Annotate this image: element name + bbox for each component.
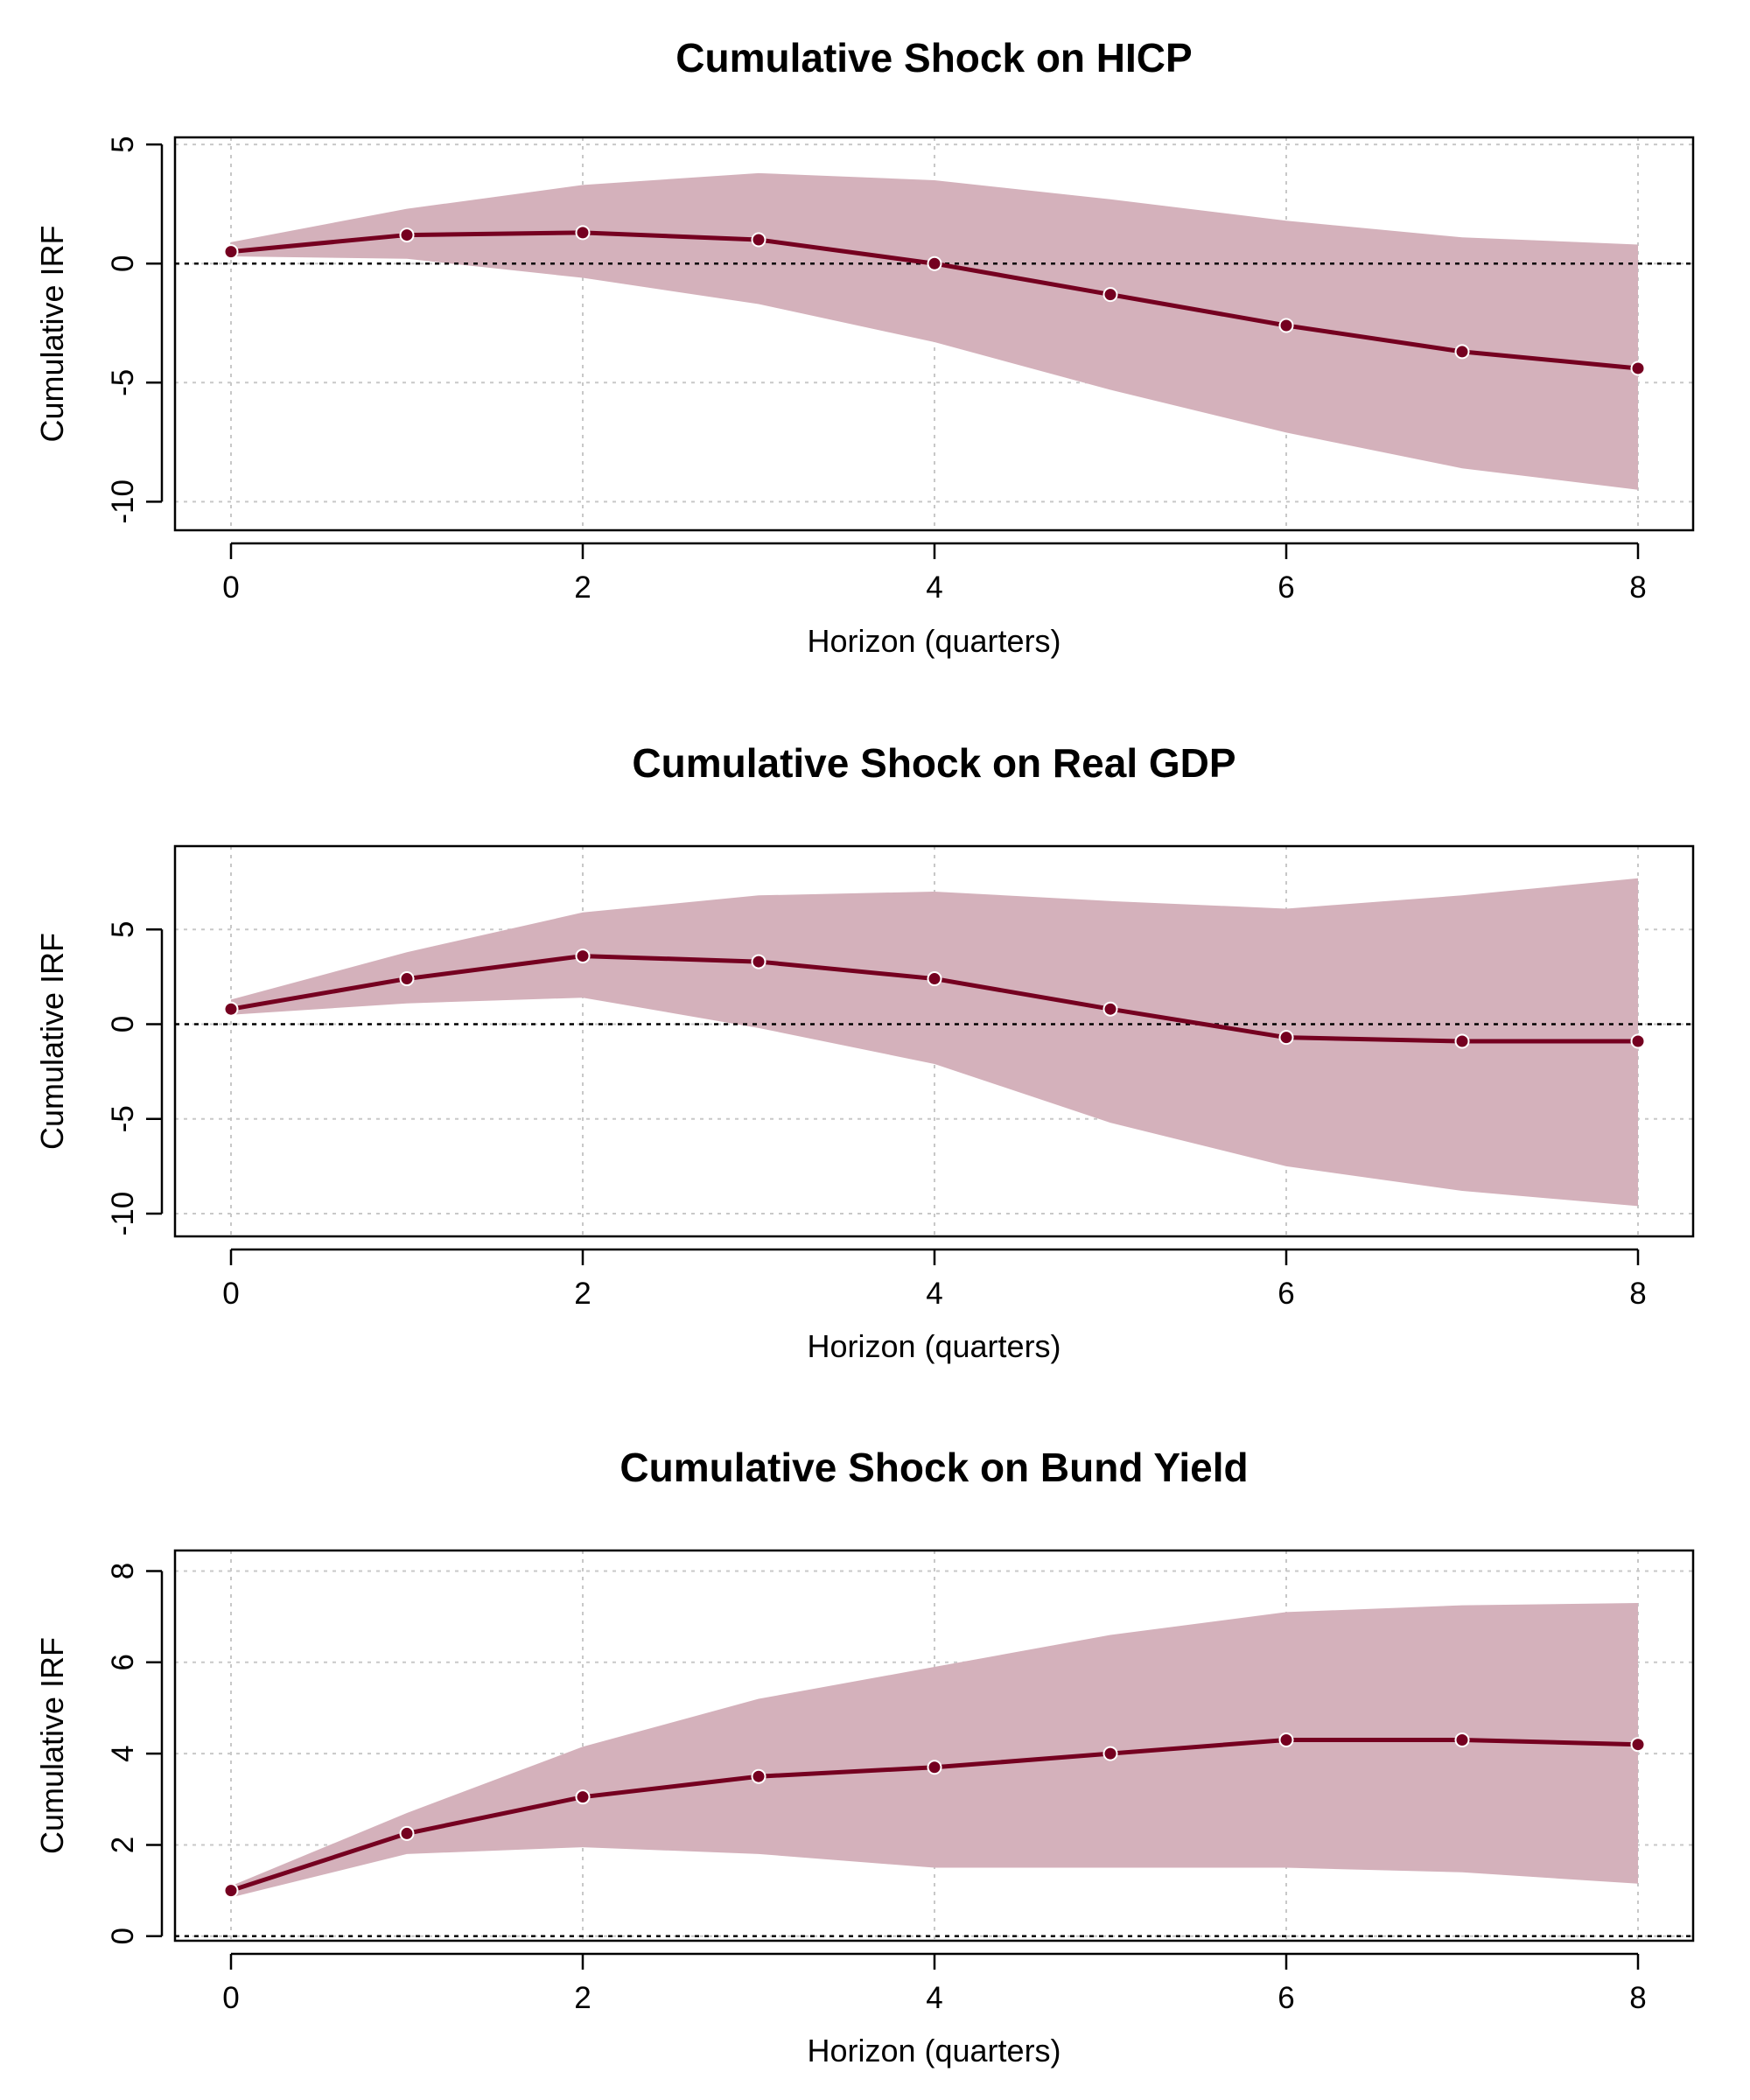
x-tick-label: 8 [1629,1277,1646,1311]
irf-point [575,225,591,241]
irf-point [575,948,591,964]
irf-point [399,228,415,243]
y-tick-label: 0 [106,1016,140,1032]
y-tick-label: 6 [106,1654,140,1670]
x-tick-label: 2 [574,1981,591,2015]
x-tick-label: 6 [1278,570,1294,605]
irf-point [1102,287,1118,303]
y-axis-label: Cumulative IRF [34,1637,70,1854]
irf-point [223,1883,239,1899]
y-tick-label: 5 [106,921,140,938]
y-tick-label: -5 [106,369,140,396]
x-tick-label: 0 [222,570,239,605]
y-tick-label: -10 [106,480,140,524]
irf-point [1102,1001,1118,1017]
y-tick-label: -10 [106,1192,140,1236]
x-tick-label: 4 [926,1981,942,2015]
irf-point [1630,1737,1646,1753]
y-tick-label: -5 [106,1105,140,1132]
confidence-band [231,1602,1638,1898]
irf-point [1278,1030,1294,1046]
plot-frame [173,1549,1695,1942]
x-tick-label: 4 [926,570,942,605]
irf-point [1102,1746,1118,1761]
x-axis-label: Horizon (quarters) [807,623,1060,659]
x-tick-label: 0 [222,1277,239,1311]
plot-frame [173,844,1695,1238]
y-tick-label: 4 [106,1745,140,1761]
chart-title: Cumulative Shock on Bund Yield [620,1445,1248,1490]
irf-point [927,971,942,987]
chart-panel: Cumulative Shock on HICP 0 2 4 6 8 5 0 -5 -10 Hori… [34,35,1695,659]
irf-point [751,954,766,970]
chart-panel: Cumulative Shock on Bund Yield 0 2 4 6 8 8 6 4 2 0… [34,1445,1695,2068]
irf-point [751,232,766,248]
irf-point [927,256,942,271]
irf-point [1278,1732,1294,1747]
irf-point [927,1760,942,1775]
irf-point [1278,318,1294,333]
confidence-band [231,172,1638,490]
irf-point [399,971,415,987]
x-tick-label: 2 [574,1277,591,1311]
x-tick-label: 0 [222,1981,239,2015]
irf-point [399,1825,415,1841]
irf-point [1454,1033,1470,1049]
x-tick-label: 8 [1629,570,1646,605]
y-tick-label: 0 [106,255,140,271]
irf-point [223,1001,239,1017]
chart-panel: Cumulative Shock on Real GDP 0 2 4 6 8 5 0 -5 -10… [34,740,1695,1364]
x-tick-label: 6 [1278,1277,1294,1311]
x-tick-label: 8 [1629,1981,1646,2015]
x-axis-label: Horizon (quarters) [807,1328,1060,1364]
irf-point [1454,344,1470,360]
irf-point [223,244,239,260]
x-tick-label: 4 [926,1277,942,1311]
plot-frame [173,136,1695,532]
irf-point [1630,360,1646,376]
chart-title: Cumulative Shock on HICP [676,35,1192,80]
y-tick-label: 0 [106,1928,140,1944]
irf-point [575,1789,591,1805]
x-axis-label: Horizon (quarters) [807,2033,1060,2068]
y-axis-label: Cumulative IRF [34,225,70,442]
y-tick-label: 5 [106,136,140,152]
x-tick-label: 6 [1278,1981,1294,2015]
x-tick-label: 2 [574,570,591,605]
irf-point [751,1768,766,1784]
irf-point [1454,1732,1470,1747]
chart-title: Cumulative Shock on Real GDP [632,740,1236,786]
y-tick-label: 8 [106,1563,140,1579]
y-tick-label: 2 [106,1837,140,1853]
irf-point [1630,1033,1646,1049]
y-axis-label: Cumulative IRF [34,933,70,1150]
